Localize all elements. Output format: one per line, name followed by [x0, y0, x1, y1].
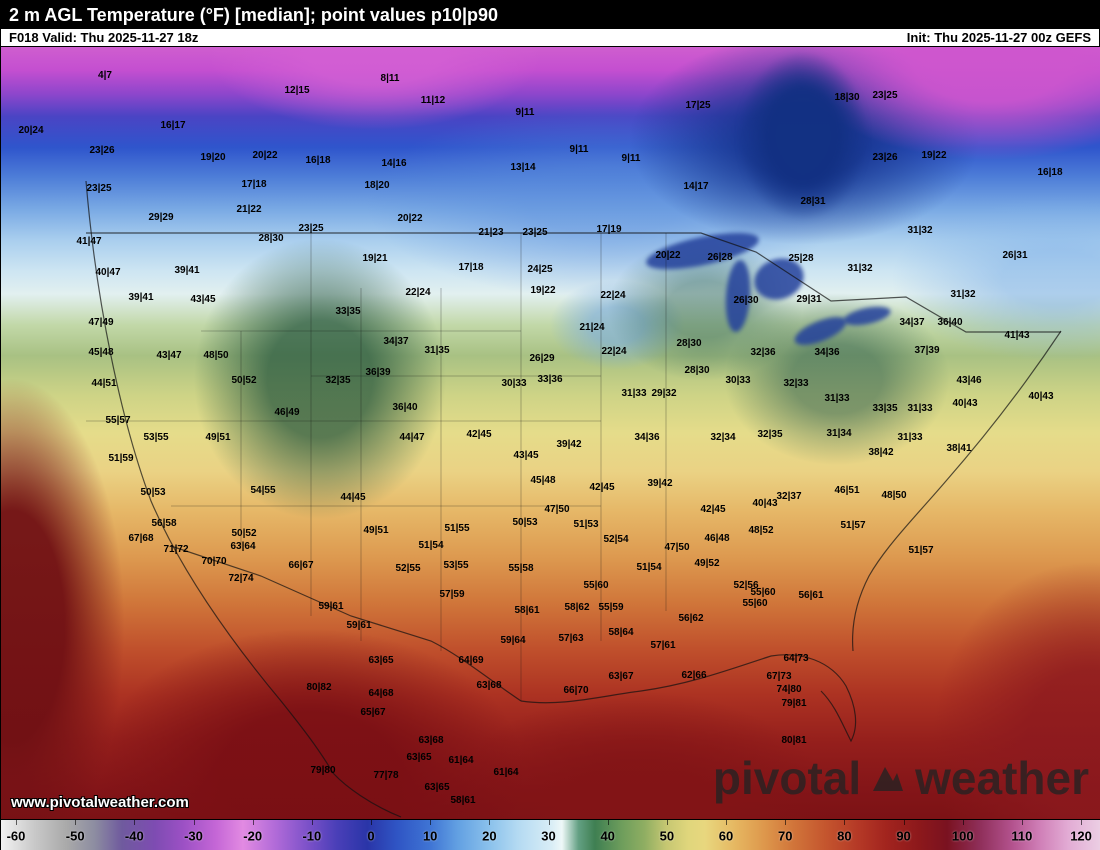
colorbar-tickmark [75, 820, 77, 825]
colorbar-tick: 40 [600, 828, 615, 843]
title-bar: 2 m AGL Temperature (°F) [median]; point… [1, 1, 1099, 29]
colorbar-tickmark [666, 820, 668, 825]
colorbar-tick: 70 [777, 828, 793, 843]
colorbar-tickmark [311, 820, 313, 825]
colorbar-tick: 60 [718, 828, 734, 843]
init-time-label: Init: Thu 2025-11-27 00z GEFS [906, 30, 1091, 45]
colorbar-tickmark [726, 820, 728, 825]
colorbar-tickmark [903, 820, 905, 825]
temperature-field [1, 47, 1100, 819]
colorbar-tickmark [371, 820, 373, 825]
colorbar-tick: 120 [1070, 828, 1092, 843]
colorbar-tickmark [1021, 820, 1023, 825]
colorbar-tickmark [430, 820, 432, 825]
colorbar-tickmark [134, 820, 136, 825]
logo-text-pivotal: pivotal [712, 752, 862, 804]
colorbar-tickmark [1081, 820, 1083, 825]
colorbar-tickmark [548, 820, 550, 825]
colorbar-tick: 110 [1011, 828, 1033, 843]
colorbar-tick: 100 [951, 828, 974, 843]
colorbar-tickmark [252, 820, 254, 825]
subtitle-bar: F018 Valid: Thu 2025-11-27 18z Init: Thu… [1, 29, 1099, 47]
colorbar: -60 -50 -40 -30 -20 -10 0 10 20 30 40 50 60 70 80 90 100… [1, 819, 1100, 850]
colorbar-tick: -40 [124, 828, 144, 843]
colorbar-tick: 90 [896, 828, 911, 843]
colorbar-tickmark [844, 820, 846, 825]
pivotal-logo-icon [873, 767, 904, 791]
colorbar-tick: 50 [659, 828, 675, 843]
page-title: 2 m AGL Temperature (°F) [median]; point… [9, 4, 498, 25]
map-borders [85, 180, 1062, 818]
logo-text-weather: weather [915, 752, 1089, 804]
colorbar-tick: 0 [367, 828, 375, 843]
colorbar-tick: -30 [184, 828, 203, 843]
colorbar-tick: -10 [302, 828, 322, 843]
colorbar-tick: 80 [837, 828, 852, 843]
map-canvas[interactable]: 4|7 12|15 8|11 11|12 9|11 17|25 18|30 23|25 20|2… [1, 47, 1100, 819]
colorbar-tick: 10 [422, 828, 438, 843]
colorbar-tickmark [16, 820, 17, 825]
colorbar-tickmark [489, 820, 491, 825]
watermark-url: www.pivotalweather.com [11, 794, 189, 811]
valid-time-label: F018 Valid: Thu 2025-11-27 18z [9, 30, 199, 45]
colorbar-tick: -50 [65, 828, 85, 843]
colorbar-tick: -60 [6, 828, 26, 843]
colorbar-tickmark [785, 820, 787, 825]
colorbar-tick: 30 [541, 828, 556, 843]
colorbar-tickmark [607, 820, 609, 825]
colorbar-tick: 20 [482, 828, 497, 843]
colorbar-tickmark [193, 820, 195, 825]
pivotal-weather-logo: pivotal weather [713, 751, 1089, 805]
colorbar-tick: -20 [243, 828, 263, 843]
colorbar-tickmark [962, 820, 964, 825]
hudson-bay [738, 51, 868, 221]
